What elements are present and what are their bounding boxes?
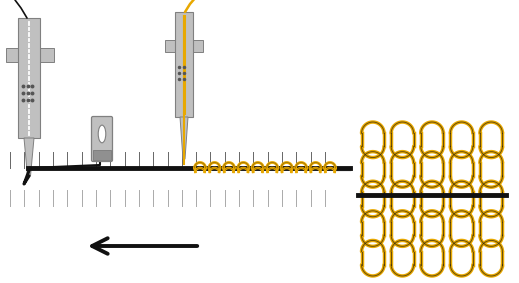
Bar (175, 12, 193, 117)
Polygon shape (24, 138, 34, 176)
FancyBboxPatch shape (91, 117, 113, 162)
Bar (165, 40, 175, 52)
Bar (40, 48, 54, 62)
Ellipse shape (98, 125, 106, 143)
Bar (6, 48, 18, 62)
Polygon shape (180, 117, 188, 159)
Bar (93, 150, 111, 160)
Bar (193, 40, 203, 52)
Bar (18, 18, 40, 138)
